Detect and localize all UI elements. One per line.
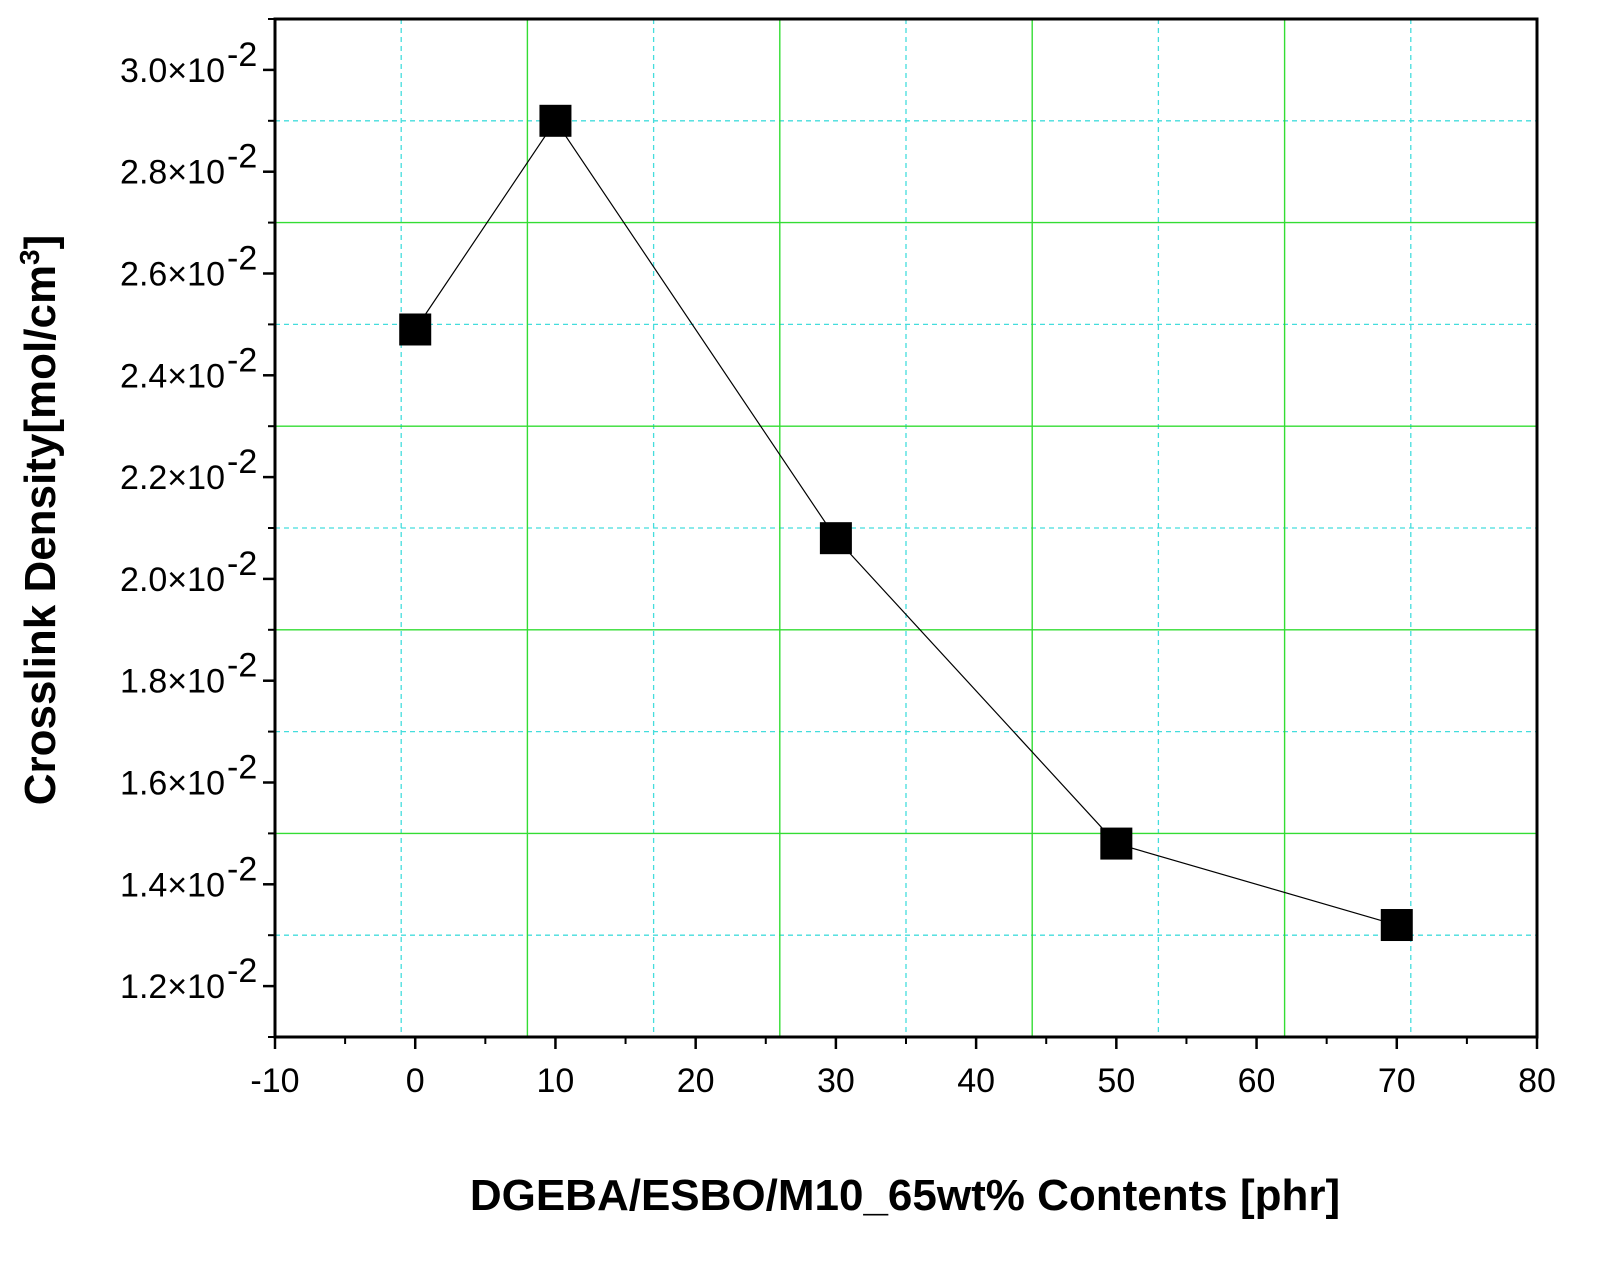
data-point-marker (539, 104, 572, 137)
y-tick-exponent: -2 (227, 647, 257, 685)
data-point-marker (819, 522, 852, 555)
data-point-marker (1100, 827, 1133, 860)
y-axis-title-close: ] (16, 235, 65, 250)
y-tick-exponent: -2 (227, 138, 257, 176)
y-tick-label: 2.6×10 (120, 256, 225, 294)
y-tick-label: 1.8×10 (120, 663, 225, 701)
y-tick-label: 2.4×10 (120, 357, 225, 395)
x-tick-label: 0 (406, 1062, 425, 1100)
y-tick-exponent: -2 (227, 749, 257, 787)
x-tick-label: 10 (537, 1062, 575, 1100)
y-tick-exponent: -2 (227, 36, 257, 74)
x-tick-label: 20 (677, 1062, 715, 1100)
x-tick-label: 70 (1378, 1062, 1416, 1100)
x-tick-label: 50 (1097, 1062, 1135, 1100)
y-tick-exponent: -2 (227, 443, 257, 481)
x-tick-label: 60 (1238, 1062, 1276, 1100)
y-axis-title-main: Crosslink Density[mol/cm (16, 265, 65, 805)
data-series (399, 104, 1413, 942)
y-tick-label: 2.8×10 (120, 154, 225, 192)
y-tick-exponent: -2 (227, 341, 257, 379)
y-tick-label: 1.6×10 (120, 765, 225, 803)
tick-labels: -10 0 10 20 30 40 50 60 70 801.2×10 -21.4×10 -21.6×… (120, 36, 1556, 1100)
y-tick-exponent: -2 (227, 952, 257, 990)
y-tick-exponent: -2 (227, 545, 257, 583)
x-tick-label: -10 (250, 1062, 299, 1100)
y-tick-label: 2.0×10 (120, 561, 225, 599)
x-tick-label: 80 (1518, 1062, 1556, 1100)
data-point-marker (1380, 909, 1413, 942)
y-tick-exponent: -2 (227, 850, 257, 888)
x-axis-title: DGEBA/ESBO/M10_65wt% Contents [phr] (470, 1171, 1340, 1220)
y-tick-label: 2.2×10 (120, 459, 225, 497)
y-tick-exponent: -2 (227, 240, 257, 278)
y-axis-title: Crosslink Density[mol/cm3] (14, 235, 65, 806)
y-axis-title-superscript: 3 (14, 249, 45, 265)
axes (263, 17, 1539, 1049)
y-tick-label: 3.0×10 (120, 52, 225, 90)
x-tick-label: 40 (957, 1062, 995, 1100)
grid-lines (275, 19, 1537, 1037)
y-tick-label: 1.2×10 (120, 968, 225, 1006)
data-point-marker (399, 313, 432, 346)
x-tick-label: 30 (817, 1062, 855, 1100)
y-tick-label: 1.4×10 (120, 866, 225, 904)
